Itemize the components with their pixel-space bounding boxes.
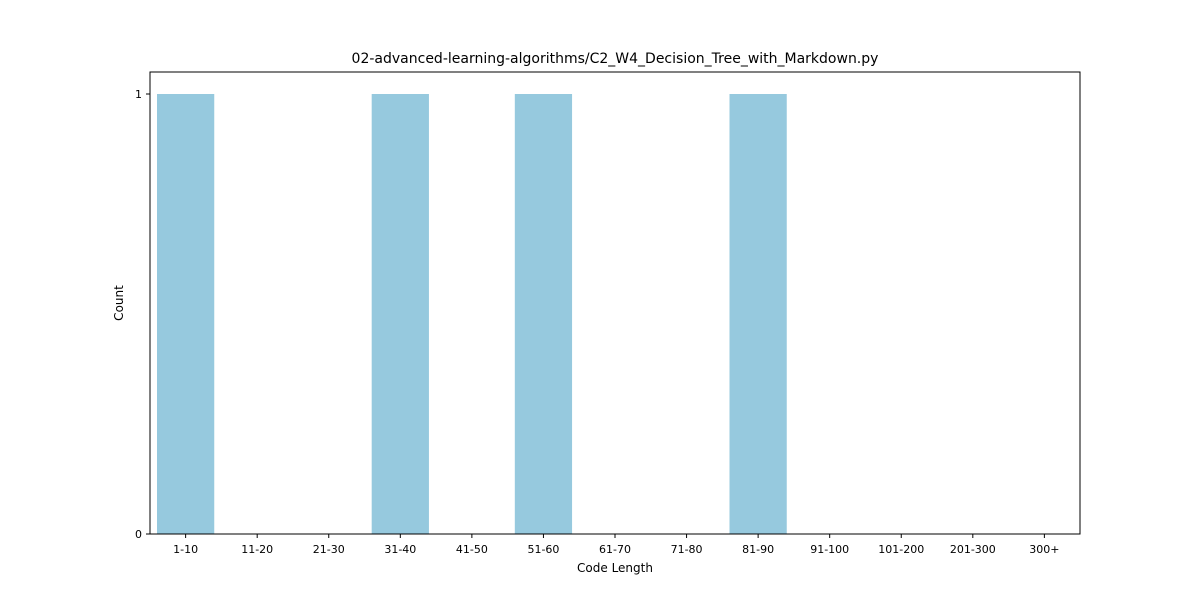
x-tick-label: 71-80 xyxy=(671,543,703,556)
bar-31-40 xyxy=(371,94,429,534)
x-tick-label: 31-40 xyxy=(384,543,416,556)
y-axis-ticks: 01 xyxy=(135,88,150,541)
y-tick-label: 0 xyxy=(135,528,142,541)
x-tick-label: 61-70 xyxy=(599,543,631,556)
x-tick-label: 41-50 xyxy=(456,543,488,556)
bar-81-90 xyxy=(729,94,787,534)
bar-1-10 xyxy=(157,94,215,534)
x-tick-label: 81-90 xyxy=(742,543,774,556)
x-tick-label: 11-20 xyxy=(241,543,273,556)
chart-title: 02-advanced-learning-algorithms/C2_W4_De… xyxy=(352,51,879,67)
bars-group xyxy=(157,94,787,534)
x-axis-ticks: 1-10 11-20 21-30 31-40 41-50 51-60 61-70 71-80 8… xyxy=(173,534,1059,556)
x-axis-label: Code Length xyxy=(577,561,653,575)
y-axis-label: Count xyxy=(112,285,126,321)
plot-frame xyxy=(149,71,1081,535)
x-tick-label: 91-100 xyxy=(810,543,849,556)
x-tick-label: 21-30 xyxy=(313,543,345,556)
x-tick-label: 51-60 xyxy=(527,543,559,556)
x-tick-label: 101-200 xyxy=(878,543,924,556)
x-tick-label: 1-10 xyxy=(173,543,198,556)
x-tick-label: 300+ xyxy=(1029,543,1059,556)
x-tick-label: 201-300 xyxy=(950,543,996,556)
bar-51-60 xyxy=(514,94,573,534)
y-tick-label: 1 xyxy=(135,88,142,101)
